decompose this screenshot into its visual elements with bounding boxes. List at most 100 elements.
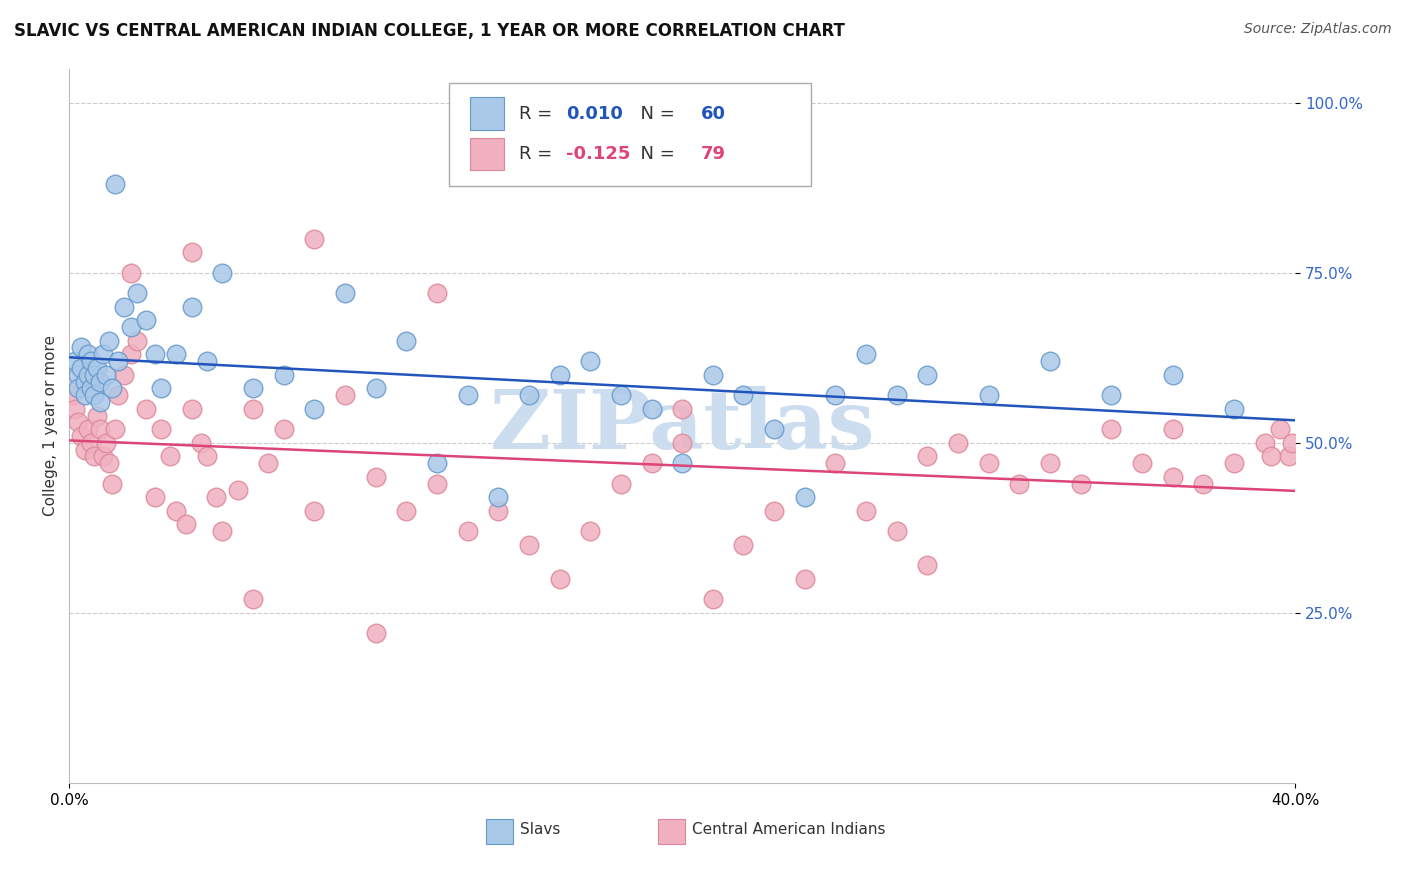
Point [120, 266, 142, 280]
Point [1099, 422, 1122, 436]
Point [640, 456, 662, 470]
Point [702, 592, 724, 607]
Point [104, 177, 127, 191]
Point [112, 368, 135, 382]
Point [886, 388, 908, 402]
Point [1008, 476, 1031, 491]
Point [79, 381, 101, 395]
Point [98, 334, 121, 348]
Text: 0.010: 0.010 [565, 104, 623, 122]
Point [135, 401, 157, 416]
Point [702, 368, 724, 382]
Point [855, 504, 877, 518]
Point [94, 435, 117, 450]
Point [70, 341, 93, 355]
Point [150, 381, 173, 395]
Point [1161, 368, 1184, 382]
Point [610, 388, 633, 402]
Point [333, 286, 356, 301]
Point [242, 592, 264, 607]
Point [76, 422, 98, 436]
Point [104, 422, 127, 436]
Point [364, 381, 387, 395]
Point [159, 450, 181, 464]
Point [190, 435, 212, 450]
Text: Central American Indians: Central American Indians [692, 822, 886, 837]
Point [426, 456, 449, 470]
Point [112, 300, 135, 314]
Point [211, 266, 233, 280]
Point [83, 388, 105, 402]
Point [579, 354, 602, 368]
Point [76, 347, 98, 361]
Point [67, 381, 90, 395]
Point [86, 360, 108, 375]
Point [70, 429, 93, 443]
Text: SLAVIC VS CENTRAL AMERICAN INDIAN COLLEGE, 1 YEAR OR MORE CORRELATION CHART: SLAVIC VS CENTRAL AMERICAN INDIAN COLLEG… [14, 22, 845, 40]
Text: Source: ZipAtlas.com: Source: ZipAtlas.com [1244, 22, 1392, 37]
Point [94, 368, 117, 382]
Point [125, 286, 148, 301]
Point [1278, 450, 1301, 464]
Point [333, 388, 356, 402]
Text: -0.125: -0.125 [565, 145, 630, 163]
Point [86, 409, 108, 423]
Point [125, 334, 148, 348]
Point [486, 490, 509, 504]
Point [517, 388, 540, 402]
Point [886, 524, 908, 539]
Point [304, 401, 326, 416]
Point [180, 401, 202, 416]
Point [195, 354, 218, 368]
Point [977, 388, 1000, 402]
Point [76, 368, 98, 382]
Point [457, 524, 479, 539]
Point [763, 504, 786, 518]
Point [671, 401, 693, 416]
Point [174, 517, 197, 532]
Point [73, 442, 96, 457]
Point [166, 347, 188, 361]
Point [143, 490, 166, 504]
Point [98, 456, 121, 470]
Point [517, 538, 540, 552]
Y-axis label: College, 1 year or more: College, 1 year or more [44, 335, 58, 516]
Point [946, 435, 969, 450]
Point [1223, 401, 1246, 416]
Point [70, 360, 93, 375]
Point [1161, 469, 1184, 483]
Point [1161, 422, 1184, 436]
Point [89, 422, 111, 436]
Point [195, 450, 218, 464]
Point [242, 381, 264, 395]
Point [457, 388, 479, 402]
Point [257, 456, 280, 470]
Point [1260, 450, 1282, 464]
Point [211, 524, 233, 539]
Point [180, 300, 202, 314]
Point [1268, 422, 1291, 436]
Text: 79: 79 [700, 145, 725, 163]
FancyBboxPatch shape [450, 83, 811, 186]
Text: ZIPatlas: ZIPatlas [489, 385, 875, 466]
Point [107, 354, 129, 368]
Point [205, 490, 228, 504]
Text: R =: R = [519, 104, 558, 122]
Point [73, 375, 96, 389]
Point [1281, 435, 1303, 450]
Point [1039, 456, 1062, 470]
Point [120, 320, 142, 334]
Point [917, 450, 939, 464]
Point [917, 368, 939, 382]
Point [67, 415, 90, 429]
Point [610, 476, 633, 491]
Text: N =: N = [630, 104, 681, 122]
Point [107, 388, 129, 402]
Point [89, 375, 111, 389]
Point [640, 401, 662, 416]
Point [548, 572, 571, 586]
Point [824, 388, 846, 402]
Point [150, 422, 173, 436]
Point [733, 538, 755, 552]
Point [242, 401, 264, 416]
